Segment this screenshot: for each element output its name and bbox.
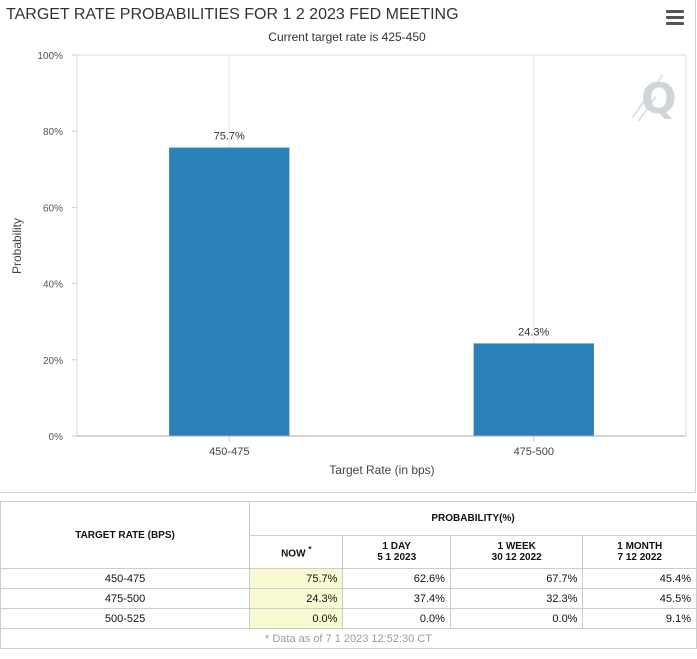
now-column-header: NOW * <box>249 535 344 569</box>
one-day-column-header: 1 DAY 5 1 2023 <box>342 535 451 569</box>
chart-panel: TARGET RATE PROBABILITIES FOR 1 2 2023 F… <box>0 0 696 493</box>
one-month-cell: 45.5% <box>582 588 697 609</box>
y-axis-title: Probability <box>10 218 24 274</box>
rate-column-header: TARGET RATE (BPS) <box>0 501 251 569</box>
hamburger-menu-icon <box>666 10 684 13</box>
plot-area <box>76 54 687 437</box>
one-month-cell: 45.4% <box>582 568 697 589</box>
y-tick-label: 0% <box>49 432 64 443</box>
now-cell: 75.7% <box>249 568 344 589</box>
x-tick-label: 475-500 <box>514 446 554 458</box>
bar <box>169 147 290 436</box>
chart-subtitle: Current target rate is 425-450 <box>268 30 426 44</box>
y-tick-label: 100% <box>37 51 63 62</box>
one-week-column-header: 1 WEEK 30 12 2022 <box>449 535 584 569</box>
x-tick-label: 450-475 <box>209 446 249 458</box>
y-tick-label: 40% <box>43 280 63 291</box>
chart-menu-button[interactable] <box>666 10 684 26</box>
table-row: 450-475 75.7% 62.6% 67.7% 45.4% <box>0 568 697 589</box>
one-day-cell: 37.4% <box>342 588 451 609</box>
x-axis-title: Target Rate (in bps) <box>329 463 434 477</box>
probability-table: TARGET RATE (BPS) PROBABILITY(%) NOW * 1… <box>0 501 697 649</box>
y-tick-label: 20% <box>43 356 63 367</box>
y-tick-label: 60% <box>43 203 63 214</box>
rate-cell: 450-475 <box>0 568 251 589</box>
table-row: 475-500 24.3% 37.4% 32.3% 45.5% <box>0 588 697 609</box>
bar-value-label: 75.7% <box>214 131 245 143</box>
one-week-cell: 32.3% <box>449 588 584 609</box>
one-month-cell: 9.1% <box>582 608 697 629</box>
one-month-column-header: 1 MONTH 7 12 2022 <box>582 535 697 569</box>
one-day-cell: 0.0% <box>342 608 451 629</box>
rate-cell: 500-525 <box>0 608 251 629</box>
one-day-cell: 62.6% <box>342 568 451 589</box>
quikstrike-q-logo-icon: Q <box>622 62 678 132</box>
rate-cell: 475-500 <box>0 588 251 609</box>
probability-bar-chart: TARGET RATE PROBABILITIES FOR 1 2 2023 F… <box>6 6 687 477</box>
data-timestamp-note: * Data as of 7 1 2023 12:52:30 CT <box>0 628 697 649</box>
now-cell: 24.3% <box>249 588 344 609</box>
bar-value-label: 24.3% <box>518 326 549 338</box>
probability-column-header: PROBABILITY(%) <box>249 501 697 536</box>
now-cell: 0.0% <box>249 608 344 629</box>
chart-title: TARGET RATE PROBABILITIES FOR 1 2 2023 F… <box>6 6 459 23</box>
bar <box>473 343 594 436</box>
y-tick-label: 80% <box>43 127 63 138</box>
one-week-cell: 67.7% <box>449 568 584 589</box>
one-week-cell: 0.0% <box>449 608 584 629</box>
table-row: 500-525 0.0% 0.0% 0.0% 9.1% <box>0 608 697 629</box>
